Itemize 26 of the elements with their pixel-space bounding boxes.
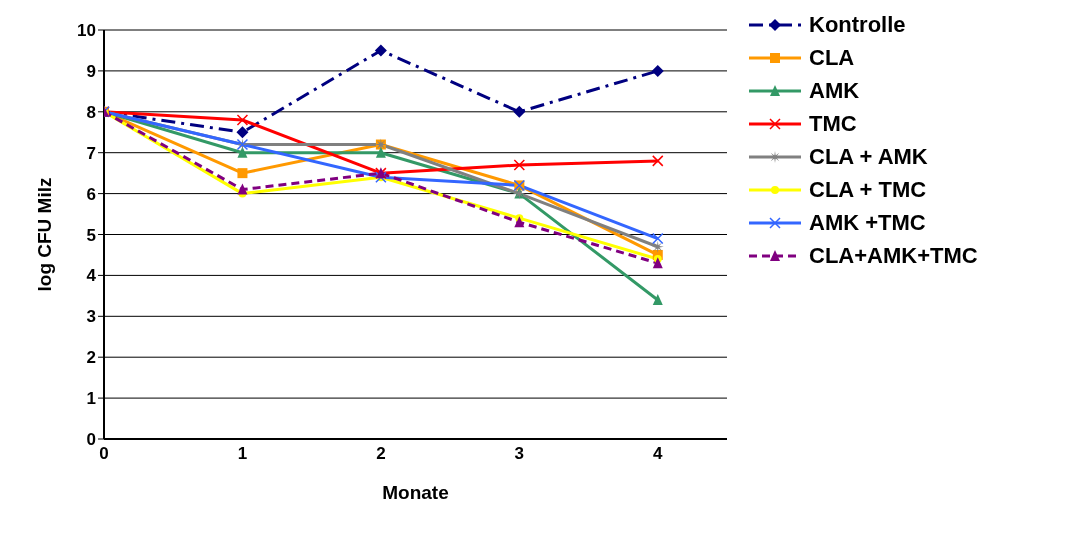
- y-tick-label: 3: [86, 307, 96, 327]
- legend-label: CLA: [809, 44, 855, 71]
- y-tick-label: 4: [86, 266, 97, 286]
- y-tick-label: 1: [86, 389, 96, 409]
- y-tick-label: 8: [86, 102, 96, 122]
- y-tick-label: 2: [86, 348, 96, 368]
- legend-label: CLA + AMK: [809, 143, 928, 170]
- x-tick-label: 1: [237, 444, 248, 464]
- x-tick-label: 0: [99, 444, 109, 464]
- y-tick-label: 6: [86, 184, 96, 204]
- y-tick-label: 7: [86, 143, 96, 163]
- y-tick-label: 5: [86, 225, 96, 245]
- y-tick-label: 9: [86, 61, 96, 81]
- legend-label: CLA + TMC: [809, 176, 927, 203]
- legend-label: AMK +TMC: [809, 209, 926, 236]
- legend-label: AMK: [809, 77, 860, 104]
- y-tick-label: 10: [77, 21, 96, 41]
- legend-label: Kontrolle: [809, 11, 906, 38]
- x-tick-label: 4: [653, 444, 664, 464]
- legend-label: TMC: [809, 110, 857, 137]
- x-axis-title: Monate: [382, 482, 449, 503]
- y-axis-title: log CFU Milz: [33, 177, 55, 292]
- y-tick-label: 0: [86, 430, 96, 450]
- legend-label: CLA+AMK+TMC: [809, 242, 978, 269]
- x-tick-label: 3: [514, 444, 525, 464]
- x-tick-label: 2: [376, 444, 386, 464]
